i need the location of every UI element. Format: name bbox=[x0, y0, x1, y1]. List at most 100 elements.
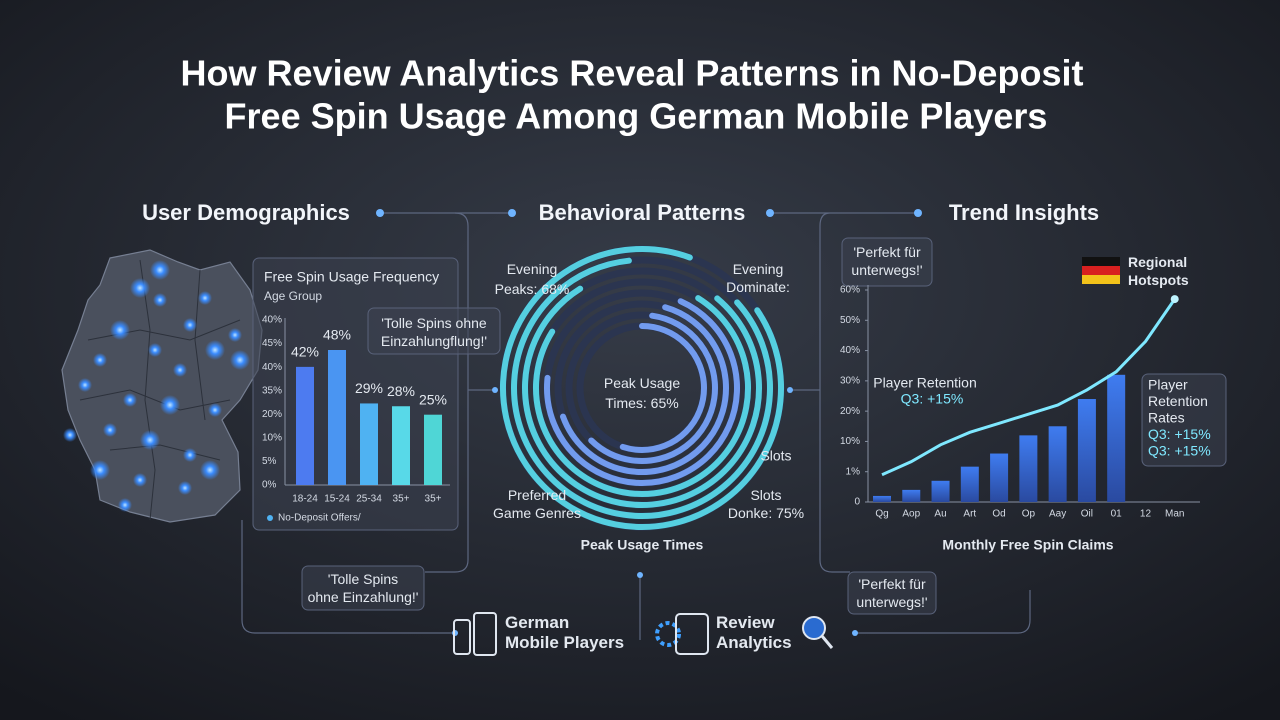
ring-label: Slots Donke: 75% bbox=[728, 487, 804, 521]
bar bbox=[392, 406, 410, 485]
flag bbox=[1082, 275, 1120, 284]
bar bbox=[1077, 399, 1096, 502]
map-dot bbox=[153, 293, 167, 307]
bar-label: 25% bbox=[419, 391, 447, 407]
x-tick-label: Qg bbox=[875, 509, 888, 520]
bar bbox=[960, 466, 979, 502]
flag bbox=[1082, 266, 1120, 275]
x-tick-label: 12 bbox=[1140, 509, 1152, 520]
map-dot bbox=[123, 393, 137, 407]
map-dot bbox=[63, 428, 77, 442]
map-dot bbox=[228, 328, 242, 342]
callout bbox=[301, 565, 425, 611]
text-block: 'Tolle Spins ohne Einzahlung!' bbox=[308, 571, 419, 605]
x-tick-label: Aay bbox=[1049, 509, 1066, 520]
bar-label: 28% bbox=[387, 383, 415, 399]
caption: Monthly Free Spin Claims bbox=[942, 537, 1113, 553]
map-dot bbox=[130, 278, 150, 298]
ring-arc bbox=[533, 279, 751, 497]
callout bbox=[841, 237, 933, 287]
callout bbox=[367, 307, 501, 355]
callout-text: Player bbox=[1148, 377, 1188, 393]
ring-label: Preferred Game Genres bbox=[493, 487, 581, 521]
germany-map bbox=[61, 249, 263, 523]
x-tick-label: Oil bbox=[1081, 509, 1093, 520]
legend-label: No-Deposit Offers/ bbox=[278, 513, 361, 524]
map-dot bbox=[173, 363, 187, 377]
callout-text: Q3: +15% bbox=[1148, 426, 1211, 442]
x-tick-label: 35+ bbox=[425, 494, 442, 505]
y-tick-label: 10% bbox=[840, 436, 860, 447]
callout bbox=[1141, 373, 1227, 467]
x-tick-label: 18-24 bbox=[292, 494, 318, 505]
y-tick-label: 10% bbox=[262, 432, 282, 443]
text-block: Regional Hotspots bbox=[1128, 254, 1189, 288]
phone-icon bbox=[453, 612, 497, 656]
ring-arc bbox=[555, 301, 729, 475]
map-dot bbox=[118, 498, 132, 512]
trend-end bbox=[1170, 295, 1179, 304]
connectors bbox=[241, 209, 1031, 640]
ring-arc bbox=[566, 312, 718, 464]
bar-label: 42% bbox=[291, 344, 319, 360]
bar bbox=[1107, 374, 1126, 502]
caption: Peak Usage Times bbox=[581, 537, 704, 553]
ring-arc bbox=[500, 246, 784, 530]
map-dot bbox=[198, 291, 212, 305]
map-dot bbox=[133, 473, 147, 487]
x-tick-label: 35+ bbox=[393, 494, 410, 505]
section-heading: Behavioral Patterns bbox=[539, 200, 746, 225]
text-block: 'Perfekt für unterwegs!' bbox=[856, 576, 927, 610]
map-dot bbox=[230, 350, 250, 370]
map-dot bbox=[160, 395, 180, 415]
bar bbox=[902, 489, 921, 502]
flag bbox=[1082, 257, 1120, 266]
bar bbox=[296, 366, 314, 485]
ring-arc bbox=[511, 257, 773, 519]
ring-label: Evening Dominate: bbox=[726, 261, 790, 295]
callout-text: Q3: +15% bbox=[1148, 443, 1211, 459]
ring-label: Slots bbox=[760, 448, 791, 464]
y-tick-label: 60% bbox=[840, 285, 860, 296]
section-heading: Trend Insights bbox=[949, 200, 1099, 225]
bar bbox=[931, 480, 950, 502]
text-block: 'Tolle Spins ohne Einzahlungflung!' bbox=[381, 315, 487, 349]
x-tick-label: Man bbox=[1165, 509, 1184, 520]
map-dot bbox=[178, 481, 192, 495]
map-dot bbox=[93, 353, 107, 367]
y-tick-label: 0% bbox=[262, 480, 277, 491]
ring-arc bbox=[522, 268, 762, 508]
map-dot bbox=[78, 378, 92, 392]
x-tick-label: Od bbox=[992, 509, 1005, 520]
x-tick-label: Art bbox=[963, 509, 976, 520]
x-tick-label: 15-24 bbox=[324, 494, 350, 505]
map-dot bbox=[90, 460, 110, 480]
bar-label: 48% bbox=[323, 327, 351, 343]
y-tick-label: 20% bbox=[262, 409, 282, 420]
y-tick-label: 1% bbox=[846, 466, 861, 477]
x-tick-label: Op bbox=[1022, 509, 1036, 520]
map-dot bbox=[183, 318, 197, 332]
map-dot bbox=[183, 448, 197, 462]
bar bbox=[360, 403, 378, 485]
bar bbox=[873, 495, 891, 502]
callout-text: Rates bbox=[1148, 410, 1185, 426]
callout-text: Retention bbox=[1148, 393, 1208, 409]
legend-swatch bbox=[267, 515, 273, 521]
map-dot bbox=[103, 423, 117, 437]
bar bbox=[990, 453, 1009, 502]
y-tick-label: 50% bbox=[840, 315, 860, 326]
bar-label: 29% bbox=[355, 380, 383, 396]
x-tick-label: Au bbox=[934, 509, 946, 520]
callout-text: Q3: +15% bbox=[901, 391, 964, 407]
text-block: 'Perfekt für unterwegs!' bbox=[851, 244, 922, 278]
chart-subtitle: Age Group bbox=[264, 289, 322, 303]
ring-label: Peak Usage Times: 65% bbox=[604, 375, 680, 411]
ring-label: Evening Peaks: 68% bbox=[495, 261, 570, 297]
y-tick-label: 35% bbox=[262, 385, 282, 396]
title-line: How Review Analytics Reveal Patterns in … bbox=[181, 53, 1084, 94]
y-tick-label: 45% bbox=[262, 338, 282, 349]
map-dot bbox=[140, 430, 160, 450]
